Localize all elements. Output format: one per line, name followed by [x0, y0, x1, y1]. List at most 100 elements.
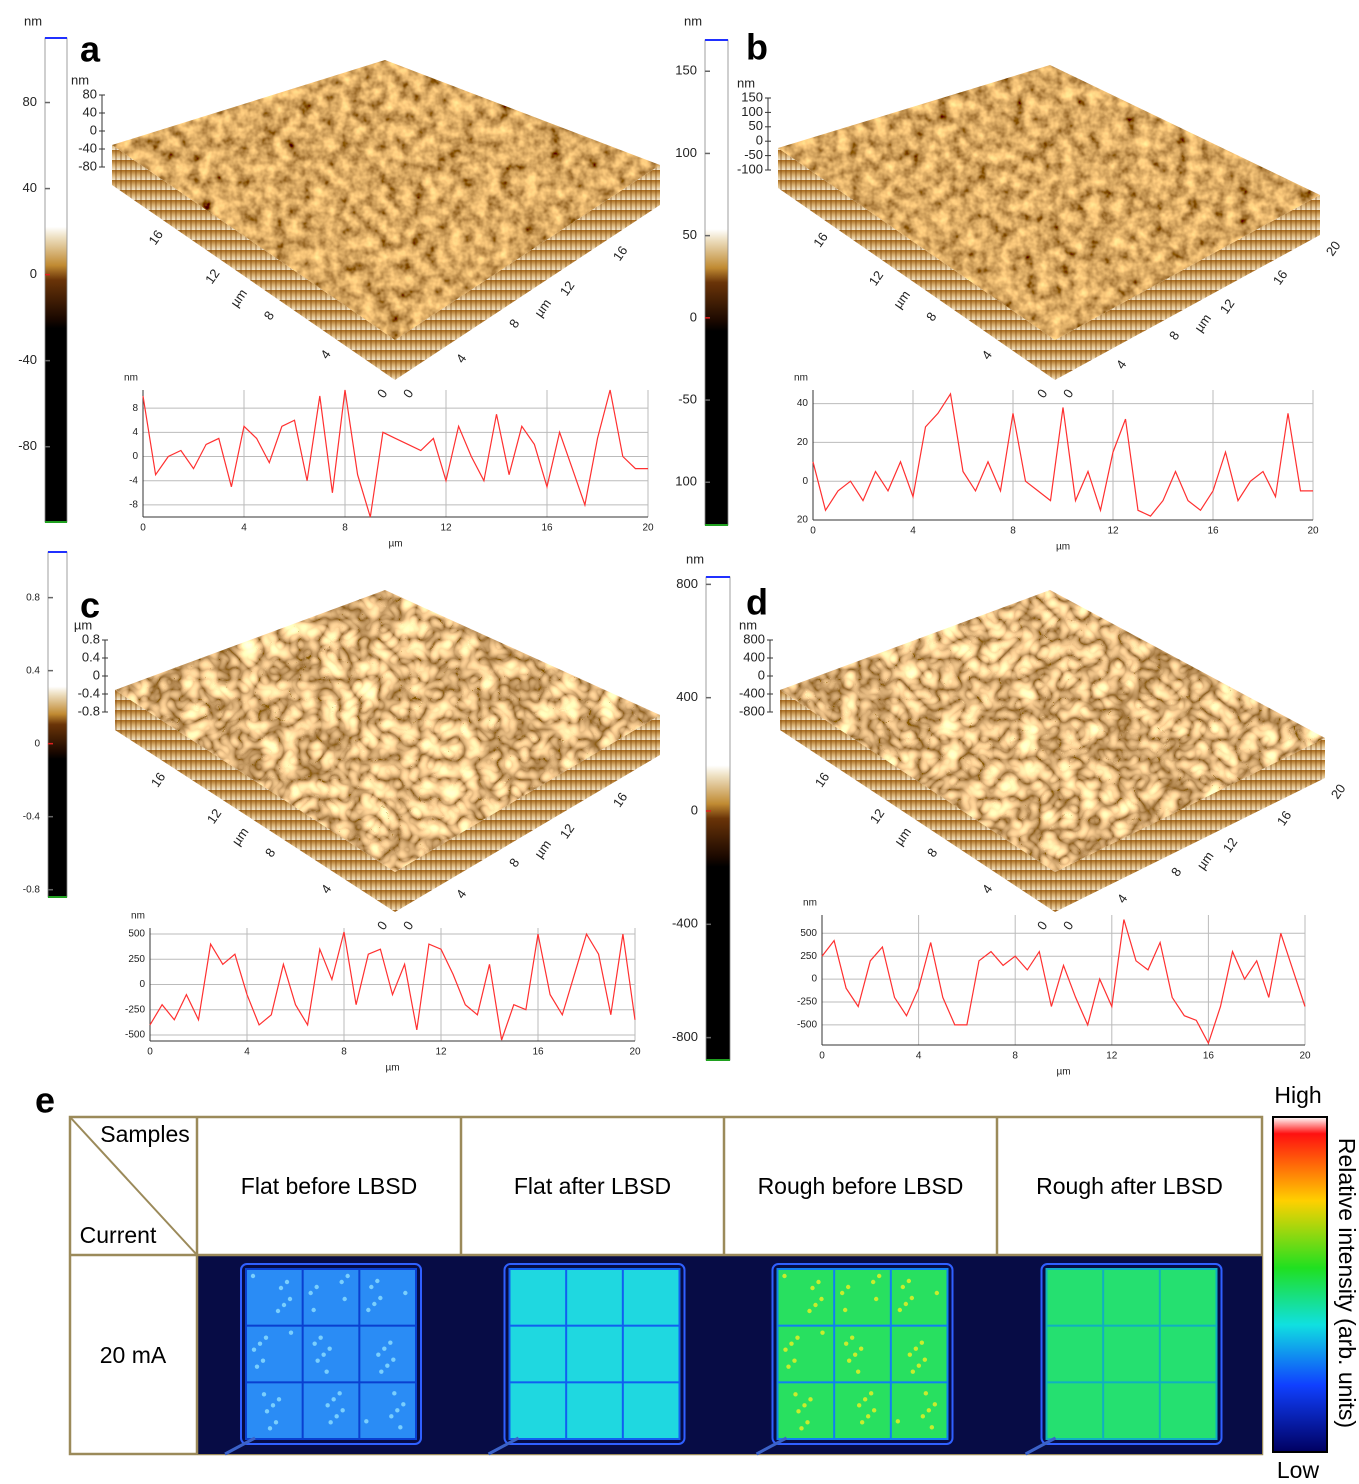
x-tick-label: 0: [810, 526, 816, 537]
intensity-title: Relative intensity (arb. units): [1334, 1138, 1359, 1428]
z-tick-label: 0.4: [82, 649, 100, 664]
x-tick-label: 4: [910, 526, 916, 537]
hot-spot: [862, 1397, 868, 1402]
hot-spot: [379, 1369, 384, 1374]
chip-cell: [567, 1326, 622, 1382]
intensity-bar: [1272, 1116, 1328, 1453]
colorbar-tick-label: 50: [683, 227, 697, 242]
colorbar-tick-label: 100: [675, 474, 697, 489]
chip-cell: [835, 1270, 890, 1325]
colorbar-tick-label: 400: [676, 689, 698, 704]
hot-spot: [342, 1296, 347, 1302]
hot-spot: [345, 1273, 350, 1279]
y-tick-label: 0: [132, 451, 138, 462]
chip-frame: [503, 1263, 686, 1445]
chip-cell: [567, 1383, 622, 1438]
x-axis-label: µm: [385, 1063, 399, 1074]
z-unit: nm: [739, 617, 757, 632]
hot-spot: [782, 1273, 787, 1279]
hot-spot: [934, 1290, 940, 1296]
y-axis-label: nm: [124, 373, 138, 384]
chip-cell: [1160, 1270, 1216, 1325]
colorbar-tick-label: -40: [18, 352, 37, 367]
chip-cell: [303, 1270, 359, 1325]
x-tick-label: 0: [819, 1051, 825, 1062]
hot-spot: [897, 1307, 903, 1313]
surface-wall: [115, 690, 395, 912]
x-axis-label: µm: [1056, 542, 1070, 553]
hot-spot: [810, 1285, 815, 1291]
chip-cell: [891, 1270, 947, 1325]
z-unit: µm: [74, 617, 92, 632]
hot-spot: [913, 1346, 919, 1351]
chip-cell: [1104, 1326, 1159, 1382]
x-axis-label: µm: [1056, 1067, 1070, 1078]
chip-cell: [303, 1383, 359, 1438]
y-tick-label: -250: [797, 997, 817, 1008]
chip-cell: [510, 1270, 566, 1325]
colorbar: [44, 37, 68, 523]
chip-cell: [1104, 1383, 1159, 1438]
chip-cell: [247, 1326, 302, 1382]
column-header: Flat before LBSD: [241, 1173, 417, 1199]
hot-spot: [876, 1273, 882, 1279]
surface-tick-label: 16: [1270, 267, 1291, 287]
y-tick-label: 20: [797, 437, 809, 448]
hot-spot: [327, 1346, 332, 1351]
hot-spot: [325, 1403, 330, 1408]
chip-frame: [1040, 1263, 1223, 1445]
z-tick-label: 150: [741, 89, 763, 104]
colorbar-tick-label: 80: [23, 94, 37, 109]
hot-spot: [852, 1352, 858, 1357]
surface-tick-label: 12: [557, 278, 578, 298]
hot-spot: [382, 1346, 387, 1351]
x-tick-label: 16: [541, 523, 553, 534]
surface-wall: [1055, 738, 1325, 912]
chip-cell: [247, 1383, 302, 1438]
colorbar: [704, 39, 729, 526]
profile-line: [812, 392, 1313, 517]
y-axis-label: nm: [131, 911, 145, 922]
surface-tick-label: 12: [1217, 296, 1238, 316]
colorbar-tick-label: 100: [675, 145, 697, 160]
hot-spot: [385, 1363, 390, 1368]
hot-spot: [364, 1419, 369, 1424]
z-unit: nm: [71, 72, 89, 87]
hot-spot: [273, 1420, 279, 1425]
hot-spot: [312, 1341, 317, 1346]
hot-spot: [331, 1397, 336, 1402]
chip-cell: [1047, 1326, 1103, 1382]
hot-spot: [308, 1290, 313, 1296]
hot-spot: [907, 1352, 913, 1357]
x-tick-label: 4: [241, 523, 247, 534]
z-tick-label: 100: [741, 104, 763, 119]
x-tick-label: 8: [342, 523, 348, 534]
z-tick-label: 400: [743, 649, 765, 664]
surface-wall: [112, 145, 395, 380]
y-tick-label: 0: [811, 974, 817, 985]
chip-cell: [567, 1270, 622, 1325]
hot-spot: [870, 1279, 876, 1285]
colorbar-tick-label: 150: [675, 63, 697, 78]
colorbar-tick-label: 0.8: [26, 592, 40, 603]
hot-spot: [846, 1358, 852, 1363]
colorbar-tick-label: -80: [18, 438, 37, 453]
surface-tick-label: 20: [1328, 781, 1349, 801]
surface-tick-label: 16: [1274, 808, 1295, 828]
colorbar-tick-label: -800: [672, 1029, 698, 1044]
hot-spot: [334, 1414, 339, 1419]
hot-spot: [318, 1335, 323, 1340]
hot-spot: [337, 1391, 342, 1396]
x-tick-label: 20: [1299, 1051, 1311, 1062]
chip-cell: [1160, 1383, 1216, 1438]
hot-spot: [792, 1358, 797, 1363]
z-tick-label: 0: [93, 667, 100, 682]
surface-tick-label: 12: [866, 268, 887, 288]
y-tick-label: -500: [797, 1019, 817, 1030]
hot-spot: [339, 1279, 344, 1285]
surface-wall: [1055, 195, 1320, 380]
chip-cell: [303, 1326, 359, 1382]
panel-letter: d: [746, 582, 768, 623]
z-tick-label: -40: [78, 140, 97, 155]
